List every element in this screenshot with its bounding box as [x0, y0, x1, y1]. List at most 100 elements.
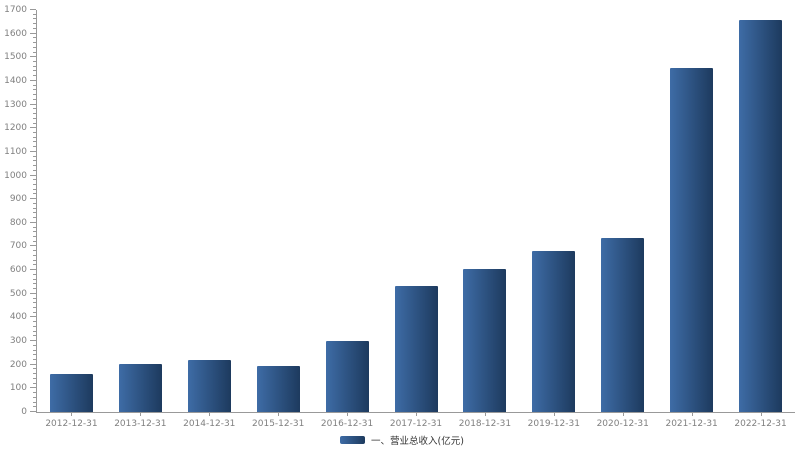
y-axis-minor-tick: [33, 184, 36, 185]
x-axis-label-2021-12-31: 2021-12-31: [665, 419, 718, 429]
y-axis-minor-tick: [33, 27, 36, 29]
y-axis-minor-tick: [33, 165, 36, 167]
x-axis-label-2022-12-31: 2022-12-31: [734, 419, 787, 429]
y-axis-major-tick: [30, 292, 36, 294]
y-axis-tick-label: 0: [21, 407, 27, 417]
y-axis-tick-label: 900: [9, 194, 27, 205]
y-axis-major-tick: [30, 9, 36, 10]
y-axis-minor-tick: [33, 98, 36, 100]
bar-2020-12-31[interactable]: [601, 238, 645, 412]
x-axis-label-2013-12-31: 2013-12-31: [114, 419, 167, 429]
bar-2022-12-31[interactable]: [739, 20, 783, 412]
bar-2012-12-31[interactable]: [49, 374, 93, 412]
y-axis-minor-tick: [33, 226, 36, 228]
y-axis-minor-tick: [33, 51, 36, 53]
y-axis-minor-tick: [33, 325, 36, 327]
x-axis-label-2014-12-31: 2014-12-31: [183, 419, 236, 429]
y-axis-minor-tick: [33, 335, 36, 337]
y-axis-minor-tick: [33, 42, 36, 44]
y-axis-minor-tick: [33, 179, 36, 181]
y-axis-minor-tick: [33, 65, 36, 67]
x-axis-label-2018-12-31: 2018-12-31: [458, 419, 512, 429]
bar-2017-12-31[interactable]: [394, 286, 438, 412]
bar-2021-12-31[interactable]: [670, 67, 714, 412]
y-axis-tick-label: 1200: [4, 123, 27, 134]
y-axis-minor-tick: [33, 396, 36, 398]
legend[interactable]: 一、营业总收入(亿元): [0, 433, 804, 447]
y-axis-tick-label: 400: [9, 312, 27, 323]
y-axis-minor-tick: [33, 349, 36, 351]
y-axis-minor-tick: [33, 136, 36, 138]
x-axis-label-2015-12-31: 2015-12-31: [252, 419, 305, 429]
x-axis-tick: [278, 412, 280, 416]
x-axis-label-2017-12-31: 2017-12-31: [389, 419, 443, 429]
x-axis-tick: [140, 412, 142, 416]
y-axis-minor-tick: [33, 207, 36, 209]
legend-swatch: [340, 436, 366, 444]
y-axis-minor-tick: [33, 283, 36, 285]
y-axis-major-tick: [30, 411, 36, 412]
y-axis-minor-tick: [33, 160, 36, 162]
y-axis-minor-tick: [33, 155, 36, 157]
y-axis-minor-tick: [33, 13, 36, 15]
y-axis-tick-label: 1500: [4, 52, 27, 63]
y-axis-minor-tick: [33, 354, 36, 356]
bar-2016-12-31[interactable]: [325, 340, 369, 412]
y-axis-tick-label: 300: [9, 336, 27, 347]
y-axis-minor-tick: [33, 18, 36, 20]
y-axis-minor-tick: [33, 250, 36, 252]
x-axis-label-2020-12-31: 2020-12-31: [596, 419, 649, 429]
y-axis-minor-tick: [33, 382, 36, 384]
y-axis-minor-tick: [33, 141, 36, 143]
y-axis-tick-label: 800: [9, 217, 27, 228]
bar-2018-12-31[interactable]: [463, 268, 507, 412]
y-axis-tick-label: 200: [9, 359, 27, 370]
y-axis-tick-label: 600: [9, 265, 27, 276]
y-axis-tick-label: 1400: [4, 75, 27, 86]
y-axis-major-tick: [30, 198, 36, 200]
y-axis-minor-tick: [33, 401, 36, 403]
y-axis-major-tick: [30, 316, 36, 318]
y-axis-tick-label: 1000: [4, 170, 27, 181]
y-axis-minor-tick: [33, 377, 36, 379]
y-axis-minor-tick: [33, 94, 36, 96]
y-axis-major-tick: [30, 245, 36, 247]
y-axis-minor-tick: [33, 188, 36, 190]
legend-label: 一、营业总收入(亿元): [371, 436, 464, 447]
y-axis-major-tick: [30, 340, 36, 342]
y-axis-major-tick: [30, 56, 36, 58]
y-axis-major-tick: [30, 269, 36, 271]
y-axis-minor-tick: [33, 264, 36, 266]
y-axis-minor-tick: [33, 37, 36, 39]
x-axis-label-2019-12-31: 2019-12-31: [527, 419, 580, 429]
bar-2019-12-31[interactable]: [532, 250, 576, 412]
y-axis-minor-tick: [33, 368, 36, 370]
y-axis-minor-tick: [33, 321, 36, 323]
y-axis-major-tick: [30, 174, 36, 176]
y-axis-minor-tick: [33, 236, 36, 238]
y-axis-minor-tick: [33, 46, 36, 48]
y-axis-tick-label: 1600: [4, 28, 27, 39]
y-axis-minor-tick: [33, 131, 36, 133]
bar-2015-12-31[interactable]: [256, 365, 300, 412]
y-axis-minor-tick: [33, 273, 36, 275]
y-axis-minor-tick: [33, 306, 36, 308]
x-axis-tick: [553, 412, 555, 416]
bar-2013-12-31[interactable]: [118, 364, 162, 412]
y-axis-minor-tick: [33, 202, 36, 204]
y-axis-major-tick: [30, 150, 36, 152]
x-axis-tick: [209, 412, 211, 416]
y-axis-minor-tick: [33, 254, 36, 256]
x-axis-tick: [691, 412, 693, 416]
y-axis-minor-tick: [33, 288, 36, 290]
y-axis-minor-tick: [33, 146, 36, 148]
x-axis-tick: [71, 412, 73, 416]
y-axis-tick-label: 700: [9, 241, 27, 252]
y-axis-major-tick: [30, 103, 36, 105]
y-axis-minor-tick: [33, 297, 36, 299]
y-axis-major-tick: [30, 363, 36, 365]
y-axis-minor-tick: [33, 108, 36, 110]
y-axis-minor-tick: [33, 358, 36, 360]
bar-2014-12-31[interactable]: [187, 359, 231, 412]
y-axis-major-tick: [30, 221, 36, 223]
